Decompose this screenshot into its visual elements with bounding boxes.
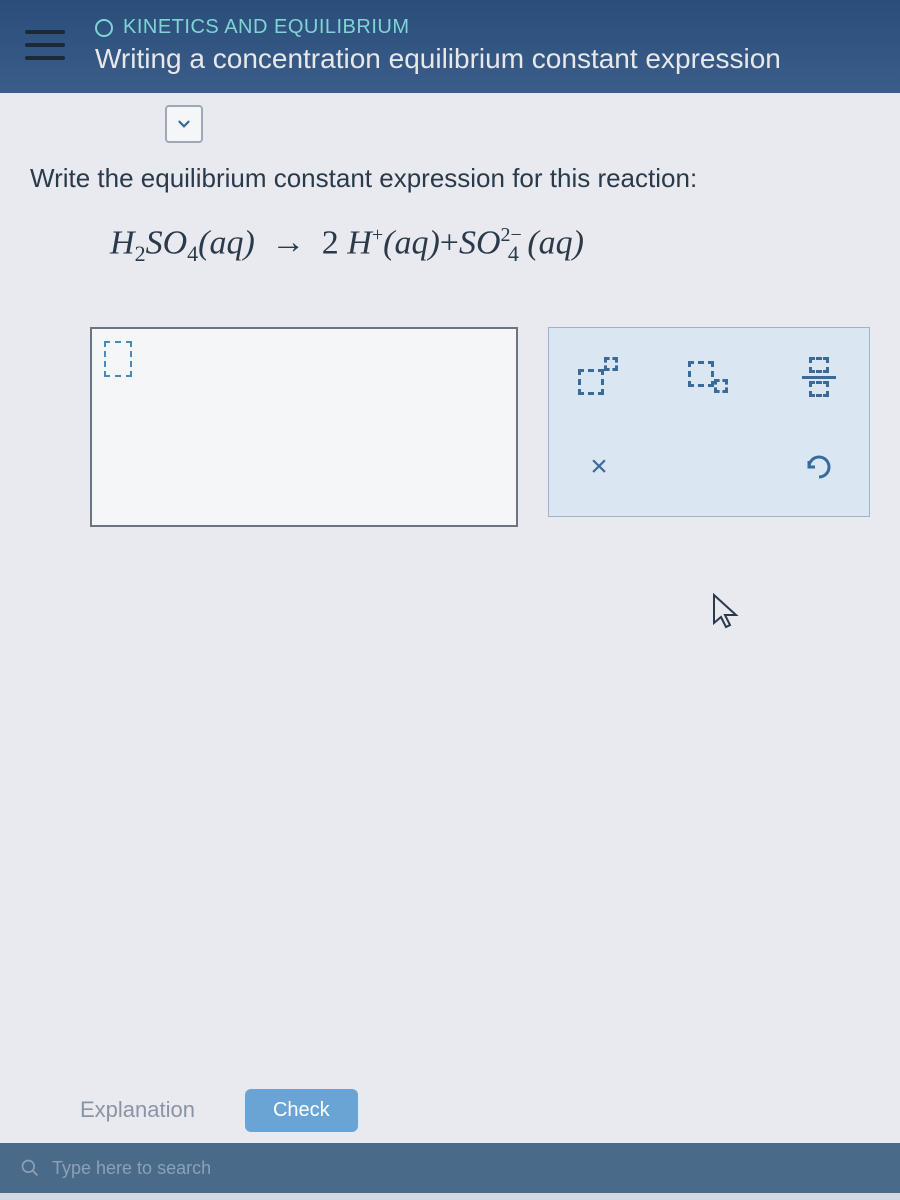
answer-input[interactable] bbox=[90, 327, 518, 527]
header-text-block: KINETICS AND EQUILIBRIUM Writing a conce… bbox=[95, 12, 781, 75]
reaction-equation: H2SO4(aq) → 2 H+(aq)+SO2−4 (aq) bbox=[110, 224, 870, 267]
subscript-icon bbox=[684, 357, 734, 397]
menu-button[interactable] bbox=[25, 30, 65, 60]
reactant1-so: SO bbox=[146, 224, 188, 261]
superscript-icon bbox=[574, 357, 624, 397]
check-button[interactable]: Check bbox=[245, 1089, 358, 1132]
reaction-arrow: → bbox=[271, 224, 305, 261]
product2-so: SO bbox=[459, 224, 501, 261]
plus-sign: + bbox=[440, 224, 459, 261]
prompt-text: Write the equilibrium constant expressio… bbox=[30, 163, 870, 194]
fraction-icon bbox=[794, 357, 844, 397]
search-icon bbox=[20, 1158, 40, 1178]
product2-sub: 4 bbox=[508, 241, 519, 266]
chevron-down-icon bbox=[175, 115, 193, 133]
windows-taskbar[interactable]: Type here to search bbox=[0, 1143, 900, 1193]
clear-icon: × bbox=[590, 450, 608, 484]
undo-button[interactable] bbox=[779, 432, 859, 502]
reactant1-sub1: 2 bbox=[135, 241, 146, 266]
work-row: × bbox=[90, 327, 870, 527]
product1-state: (aq) bbox=[383, 224, 440, 261]
category-row: KINETICS AND EQUILIBRIUM bbox=[95, 16, 781, 39]
content-area: Write the equilibrium constant expressio… bbox=[0, 93, 900, 1193]
page-title: Writing a concentration equilibrium cons… bbox=[95, 43, 781, 75]
input-cursor-placeholder bbox=[104, 341, 132, 377]
undo-icon bbox=[801, 449, 837, 485]
reactant1-h: H bbox=[110, 224, 135, 261]
product1-h: H bbox=[347, 224, 372, 261]
product2-state: (aq) bbox=[527, 224, 584, 261]
product1-coef: 2 bbox=[322, 224, 339, 261]
fraction-button[interactable] bbox=[779, 342, 859, 412]
explanation-button[interactable]: Explanation bbox=[60, 1087, 215, 1133]
clear-button[interactable]: × bbox=[559, 432, 639, 502]
app-header: KINETICS AND EQUILIBRIUM Writing a conce… bbox=[0, 0, 900, 93]
category-label: KINETICS AND EQUILIBRIUM bbox=[123, 16, 410, 39]
reactant1-sub2: 4 bbox=[187, 241, 198, 266]
reactant1-state: (aq) bbox=[198, 224, 255, 261]
equation-tool-panel: × bbox=[548, 327, 870, 517]
product1-charge: + bbox=[372, 224, 383, 246]
mouse-cursor-icon bbox=[710, 593, 742, 633]
disclosure-toggle[interactable] bbox=[165, 105, 203, 143]
superscript-button[interactable] bbox=[559, 342, 639, 412]
circle-icon bbox=[95, 19, 113, 37]
subscript-button[interactable] bbox=[669, 342, 749, 412]
problem-area: Write the equilibrium constant expressio… bbox=[0, 93, 900, 527]
bottom-actions: Explanation Check bbox=[60, 1087, 358, 1133]
taskbar-search-placeholder[interactable]: Type here to search bbox=[52, 1158, 211, 1179]
